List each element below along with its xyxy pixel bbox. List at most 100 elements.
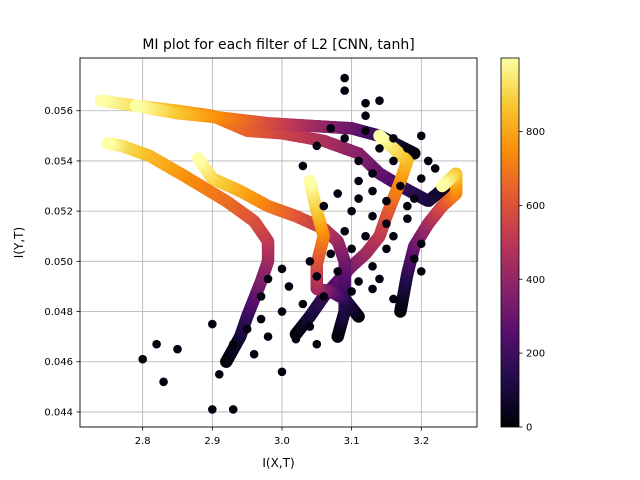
scatter-point xyxy=(368,284,377,294)
trajectory-point xyxy=(101,137,115,150)
axis-ticks: 2.8 2.9 3.0 3.1 3.2 0.044 0.046 0.048 0.050 0.052… xyxy=(44,106,429,447)
x-axis-label: I(X,T) xyxy=(262,456,294,470)
colorbar-tick-label: 400 xyxy=(526,275,545,286)
scatter-point xyxy=(416,267,426,276)
y-tick-label: 0.054 xyxy=(44,156,73,167)
scatter-point xyxy=(368,262,377,271)
y-tick-label: 0.044 xyxy=(44,407,73,418)
scatter-point xyxy=(298,161,308,171)
scatter-point xyxy=(368,211,377,221)
trajectory-point xyxy=(192,152,205,165)
scatter-point xyxy=(340,134,349,143)
trajectory-point xyxy=(373,129,386,143)
scatter-point xyxy=(368,169,377,178)
scatter-point xyxy=(416,239,426,249)
scatter-point xyxy=(423,156,433,166)
scatter-point xyxy=(256,314,266,324)
scatter-point xyxy=(389,134,398,143)
x-tick-label: 2.8 xyxy=(135,436,151,447)
scatter-point xyxy=(361,111,370,121)
scatter-point xyxy=(263,332,273,341)
scatter-point xyxy=(416,131,426,141)
scatter-point xyxy=(291,334,301,344)
scatter-point xyxy=(228,405,238,414)
scatter-point xyxy=(410,254,419,264)
scatter-point xyxy=(389,156,398,166)
x-tick-label: 2.9 xyxy=(204,436,220,447)
scatter-point xyxy=(138,354,147,364)
colorbar xyxy=(500,57,520,428)
scatter-point xyxy=(305,322,315,331)
scatter-point xyxy=(242,324,252,334)
trajectory-point xyxy=(435,179,449,193)
scatter-point xyxy=(361,98,370,108)
scatter-layer xyxy=(138,73,440,414)
scatter-point xyxy=(347,287,356,296)
scatter-point xyxy=(208,319,217,329)
scatter-point xyxy=(152,339,161,349)
scatter-point xyxy=(382,219,391,228)
scatter-point xyxy=(403,144,412,153)
scatter-point xyxy=(354,194,363,203)
scatter-point xyxy=(159,377,168,387)
scatter-point xyxy=(228,339,238,349)
scatter-point xyxy=(368,186,377,196)
scatter-point xyxy=(430,164,440,173)
y-tick-label: 0.046 xyxy=(44,357,73,368)
scatter-point xyxy=(389,294,398,304)
scatter-point xyxy=(389,231,398,241)
scatter-point xyxy=(277,367,287,377)
y-tick-label: 0.056 xyxy=(44,106,73,117)
scatter-point xyxy=(312,272,322,281)
scatter-point xyxy=(347,244,356,254)
scatter-point xyxy=(375,96,384,105)
scatter-point xyxy=(326,123,336,133)
colorbar-tick-label: 200 xyxy=(526,349,545,360)
x-tick-label: 3.0 xyxy=(274,436,290,447)
scatter-point xyxy=(382,244,391,254)
scatter-point xyxy=(416,174,426,183)
scatter-point xyxy=(312,141,322,151)
scatter-point xyxy=(361,231,370,241)
trajectory-point xyxy=(129,99,142,112)
scatter-point xyxy=(410,194,419,203)
scatter-point xyxy=(173,344,182,354)
scatter-point xyxy=(354,277,363,286)
trajectory-layer xyxy=(94,94,463,368)
scatter-point xyxy=(263,274,273,284)
colorbar-ticks: 0 200 400 600 800 xyxy=(519,127,545,434)
scatter-point xyxy=(354,156,363,166)
scatter-point xyxy=(277,264,287,274)
y-axis-label: I(Y,T) xyxy=(12,227,26,258)
x-tick-label: 3.2 xyxy=(413,436,429,447)
scatter-point xyxy=(312,339,322,349)
scatter-point xyxy=(347,206,356,216)
scatter-point xyxy=(354,176,363,186)
chart-title: MI plot for each filter of L2 [CNN, tanh… xyxy=(142,37,414,53)
trajectory-point xyxy=(94,94,108,107)
scatter-point xyxy=(208,405,217,414)
scatter-point xyxy=(319,201,329,211)
scatter-point xyxy=(375,274,384,284)
y-tick-label: 0.050 xyxy=(44,257,73,268)
y-tick-label: 0.048 xyxy=(44,307,73,318)
scatter-point xyxy=(361,126,370,136)
scatter-point xyxy=(340,226,349,236)
scatter-point xyxy=(396,181,405,191)
scatter-point xyxy=(298,299,308,309)
scatter-point xyxy=(256,292,266,301)
trajectory-point xyxy=(303,174,317,188)
scatter-point xyxy=(340,73,349,83)
plot-frame xyxy=(79,57,478,428)
scatter-point xyxy=(375,144,384,153)
colorbar-tick-label: 600 xyxy=(526,201,545,212)
colorbar-tick-label: 0 xyxy=(526,423,532,434)
scatter-point xyxy=(326,249,336,259)
scatter-point xyxy=(333,267,343,276)
scatter-point xyxy=(305,257,315,266)
scatter-point xyxy=(382,196,391,206)
scatter-point xyxy=(403,201,412,211)
colorbar-tick-label: 800 xyxy=(526,127,545,138)
x-tick-label: 3.1 xyxy=(344,436,360,447)
